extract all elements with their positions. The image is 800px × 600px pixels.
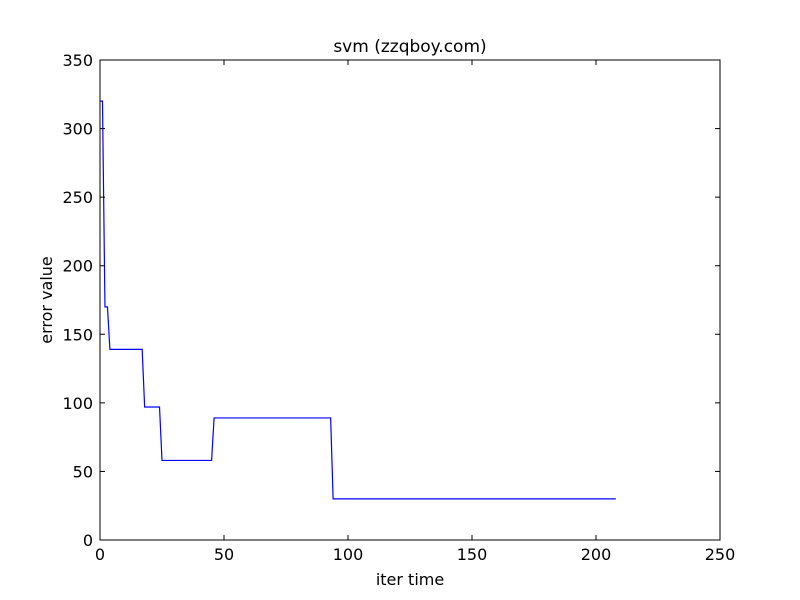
y-axis-label: error value (37, 256, 56, 344)
y-tick-label: 50 (73, 462, 93, 481)
y-tick-label: 100 (62, 394, 93, 413)
x-tick-label: 200 (581, 545, 612, 564)
x-axis-label: iter time (376, 570, 444, 589)
y-tick-label: 250 (62, 188, 93, 207)
y-tick-label: 0 (83, 531, 93, 550)
y-tick-label: 350 (62, 51, 93, 70)
series-layer (100, 100, 616, 500)
y-tick-label: 200 (62, 257, 93, 276)
series-line (100, 100, 616, 500)
x-tick-label: 50 (214, 545, 234, 564)
y-tick-label: 150 (62, 325, 93, 344)
x-tick-label: 0 (95, 545, 105, 564)
x-tick-label: 100 (333, 545, 364, 564)
tick-layer: 0 50 100 150 200 250 0 50 100 150 200 250 300 350 (62, 51, 735, 564)
chart-title: svm (zzqboy.com) (333, 37, 486, 57)
x-tick-label: 150 (457, 545, 488, 564)
x-tick-label: 250 (705, 545, 736, 564)
plot-frame (99, 59, 721, 541)
y-tick-label: 300 (62, 120, 93, 139)
